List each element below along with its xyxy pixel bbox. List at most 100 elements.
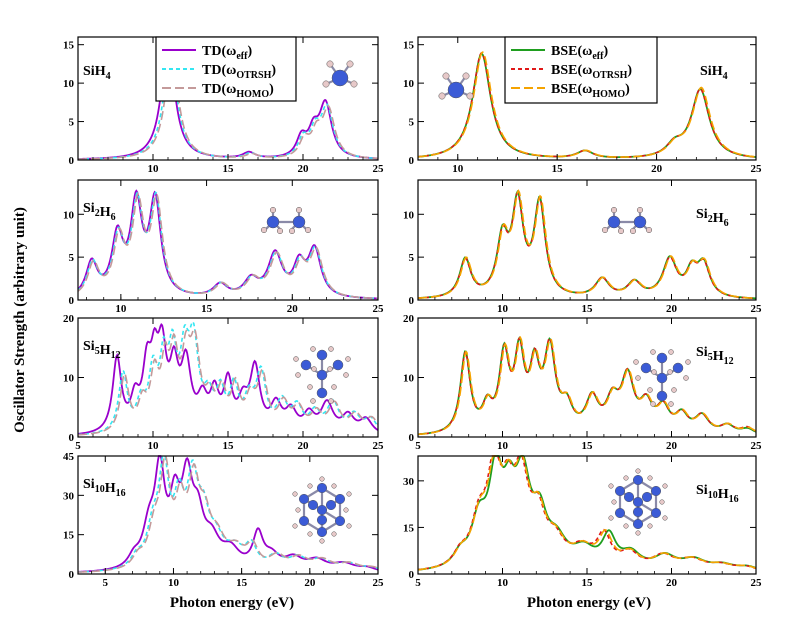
mol-si-atom — [332, 359, 344, 371]
mol-h-atom — [328, 398, 334, 404]
mol-h-atom — [466, 92, 474, 100]
mol-h-atom — [647, 387, 653, 393]
panel-right-si10h16: 5 10 15 20 25 0 15 30 Si10H16 — [403, 455, 763, 589]
x-tick-label: 15 — [552, 163, 564, 175]
x-tick-label: 10 — [148, 163, 160, 175]
mol-si-atom — [650, 507, 662, 519]
legend-label-bse_eff: BSE(ωeff) — [551, 44, 608, 62]
molecule-label: Si10H16 — [83, 477, 126, 499]
mol-h-atom — [668, 349, 674, 355]
x-tick-label: 15 — [223, 440, 235, 452]
mol-si-atom — [325, 499, 337, 511]
y-tick-label: 30 — [63, 490, 75, 502]
x-tick-label: 10 — [148, 440, 160, 452]
mol-si-atom — [632, 496, 644, 508]
mol-si-atom — [632, 506, 644, 518]
molecule-structure-icon — [438, 72, 474, 100]
molecule-structure-icon — [633, 349, 691, 407]
y-tick-label: 15 — [403, 522, 415, 534]
x-tick-label: 20 — [304, 577, 316, 589]
mol-h-atom — [635, 468, 641, 474]
molecule-label: Si2H6 — [83, 201, 116, 223]
mol-h-atom — [671, 387, 677, 393]
mol-h-atom — [610, 206, 618, 214]
molecule-structure-icon — [601, 206, 653, 235]
series-line-td_homo — [77, 328, 379, 436]
series-line-bse_homo — [417, 51, 757, 158]
series-line-bse_homo — [417, 335, 757, 436]
mol-si-atom — [266, 215, 280, 229]
mol-h-atom — [462, 72, 470, 80]
plot-frame — [417, 179, 757, 301]
y-tick-label: 15 — [63, 530, 75, 542]
x-tick-label: 5 — [415, 440, 421, 452]
mol-si-atom — [640, 362, 652, 374]
mol-h-atom — [327, 366, 333, 372]
mol-si-atom — [298, 493, 310, 505]
mol-h-atom — [310, 346, 316, 352]
legend-label-td_homo: TD(ωHOMO) — [202, 82, 274, 100]
x-tick-label: 20 — [287, 303, 299, 315]
mol-h-atom — [310, 398, 316, 404]
mol-si-atom — [632, 518, 644, 530]
y-tick-label: 0 — [69, 155, 75, 167]
mol-h-atom — [651, 369, 657, 375]
x-tick-label: 20 — [666, 440, 678, 452]
mol-si-atom — [650, 485, 662, 497]
series-line-td_eff — [77, 189, 379, 300]
mol-h-atom — [438, 92, 446, 100]
x-tick-label: 15 — [223, 163, 235, 175]
mol-h-atom — [307, 384, 313, 390]
molecule-label: SiH4 — [700, 64, 728, 82]
x-tick-label: 10 — [452, 163, 464, 175]
mol-si-atom — [614, 507, 626, 519]
y-tick-label: 15 — [63, 40, 75, 52]
x-axis-title-right: Photon energy (eV) — [527, 595, 651, 611]
plot-frame — [77, 179, 379, 301]
mol-si-atom — [672, 362, 684, 374]
x-tick-label: 15 — [236, 577, 248, 589]
mol-h-atom — [662, 515, 668, 521]
legend-label-td_eff: TD(ωeff) — [202, 44, 252, 62]
mol-h-atom — [608, 515, 614, 521]
mol-si-atom — [633, 215, 647, 229]
mol-h-atom — [647, 475, 653, 481]
mol-h-atom — [629, 227, 637, 235]
mol-si-atom — [656, 352, 668, 364]
x-tick-label: 15 — [582, 440, 594, 452]
y-tick-label: 0 — [409, 432, 415, 444]
panel-right-sih4: 10 15 20 25 0 5 10 15 SiH4 — [403, 36, 763, 175]
mol-h-atom — [331, 531, 337, 537]
x-tick-label: 20 — [651, 163, 663, 175]
panel-left-si5h12: 5 10 15 20 25 0 10 20 Si5H12 — [63, 313, 384, 452]
y-tick-label: 10 — [403, 373, 415, 385]
legend-label-td_otrsh: TD(ωOTRSH) — [202, 63, 276, 81]
molecule-structure-icon — [322, 60, 358, 88]
series-line-td_eff — [77, 455, 379, 573]
y-tick-label: 10 — [63, 78, 75, 90]
x-tick-label: 25 — [751, 577, 763, 589]
molecule-structure-icon — [293, 346, 351, 404]
legend-left: TD(ωeff)TD(ωOTRSH)TD(ωHOMO) — [155, 36, 297, 102]
mol-h-atom — [659, 499, 665, 505]
mol-h-atom — [307, 531, 313, 537]
series-line-td_homo — [77, 455, 379, 573]
mol-si-atom — [316, 526, 328, 538]
mol-si-atom — [632, 474, 644, 486]
x-tick-label: 20 — [298, 440, 310, 452]
mol-h-atom — [326, 60, 334, 68]
mol-h-atom — [295, 206, 303, 214]
x-tick-label: 20 — [298, 163, 310, 175]
x-tick-label: 10 — [497, 303, 509, 315]
x-tick-label: 25 — [751, 163, 763, 175]
mol-h-atom — [322, 80, 330, 88]
x-tick-label: 25 — [373, 163, 385, 175]
molecule-structure-icon — [608, 468, 668, 536]
y-tick-label: 5 — [69, 117, 75, 129]
y-tick-label: 0 — [409, 295, 415, 307]
x-tick-label: 5 — [103, 577, 109, 589]
y-tick-label: 20 — [403, 313, 415, 325]
panel-left-sih4: 10 15 20 25 0 5 10 15 SiH4 — [63, 36, 385, 175]
